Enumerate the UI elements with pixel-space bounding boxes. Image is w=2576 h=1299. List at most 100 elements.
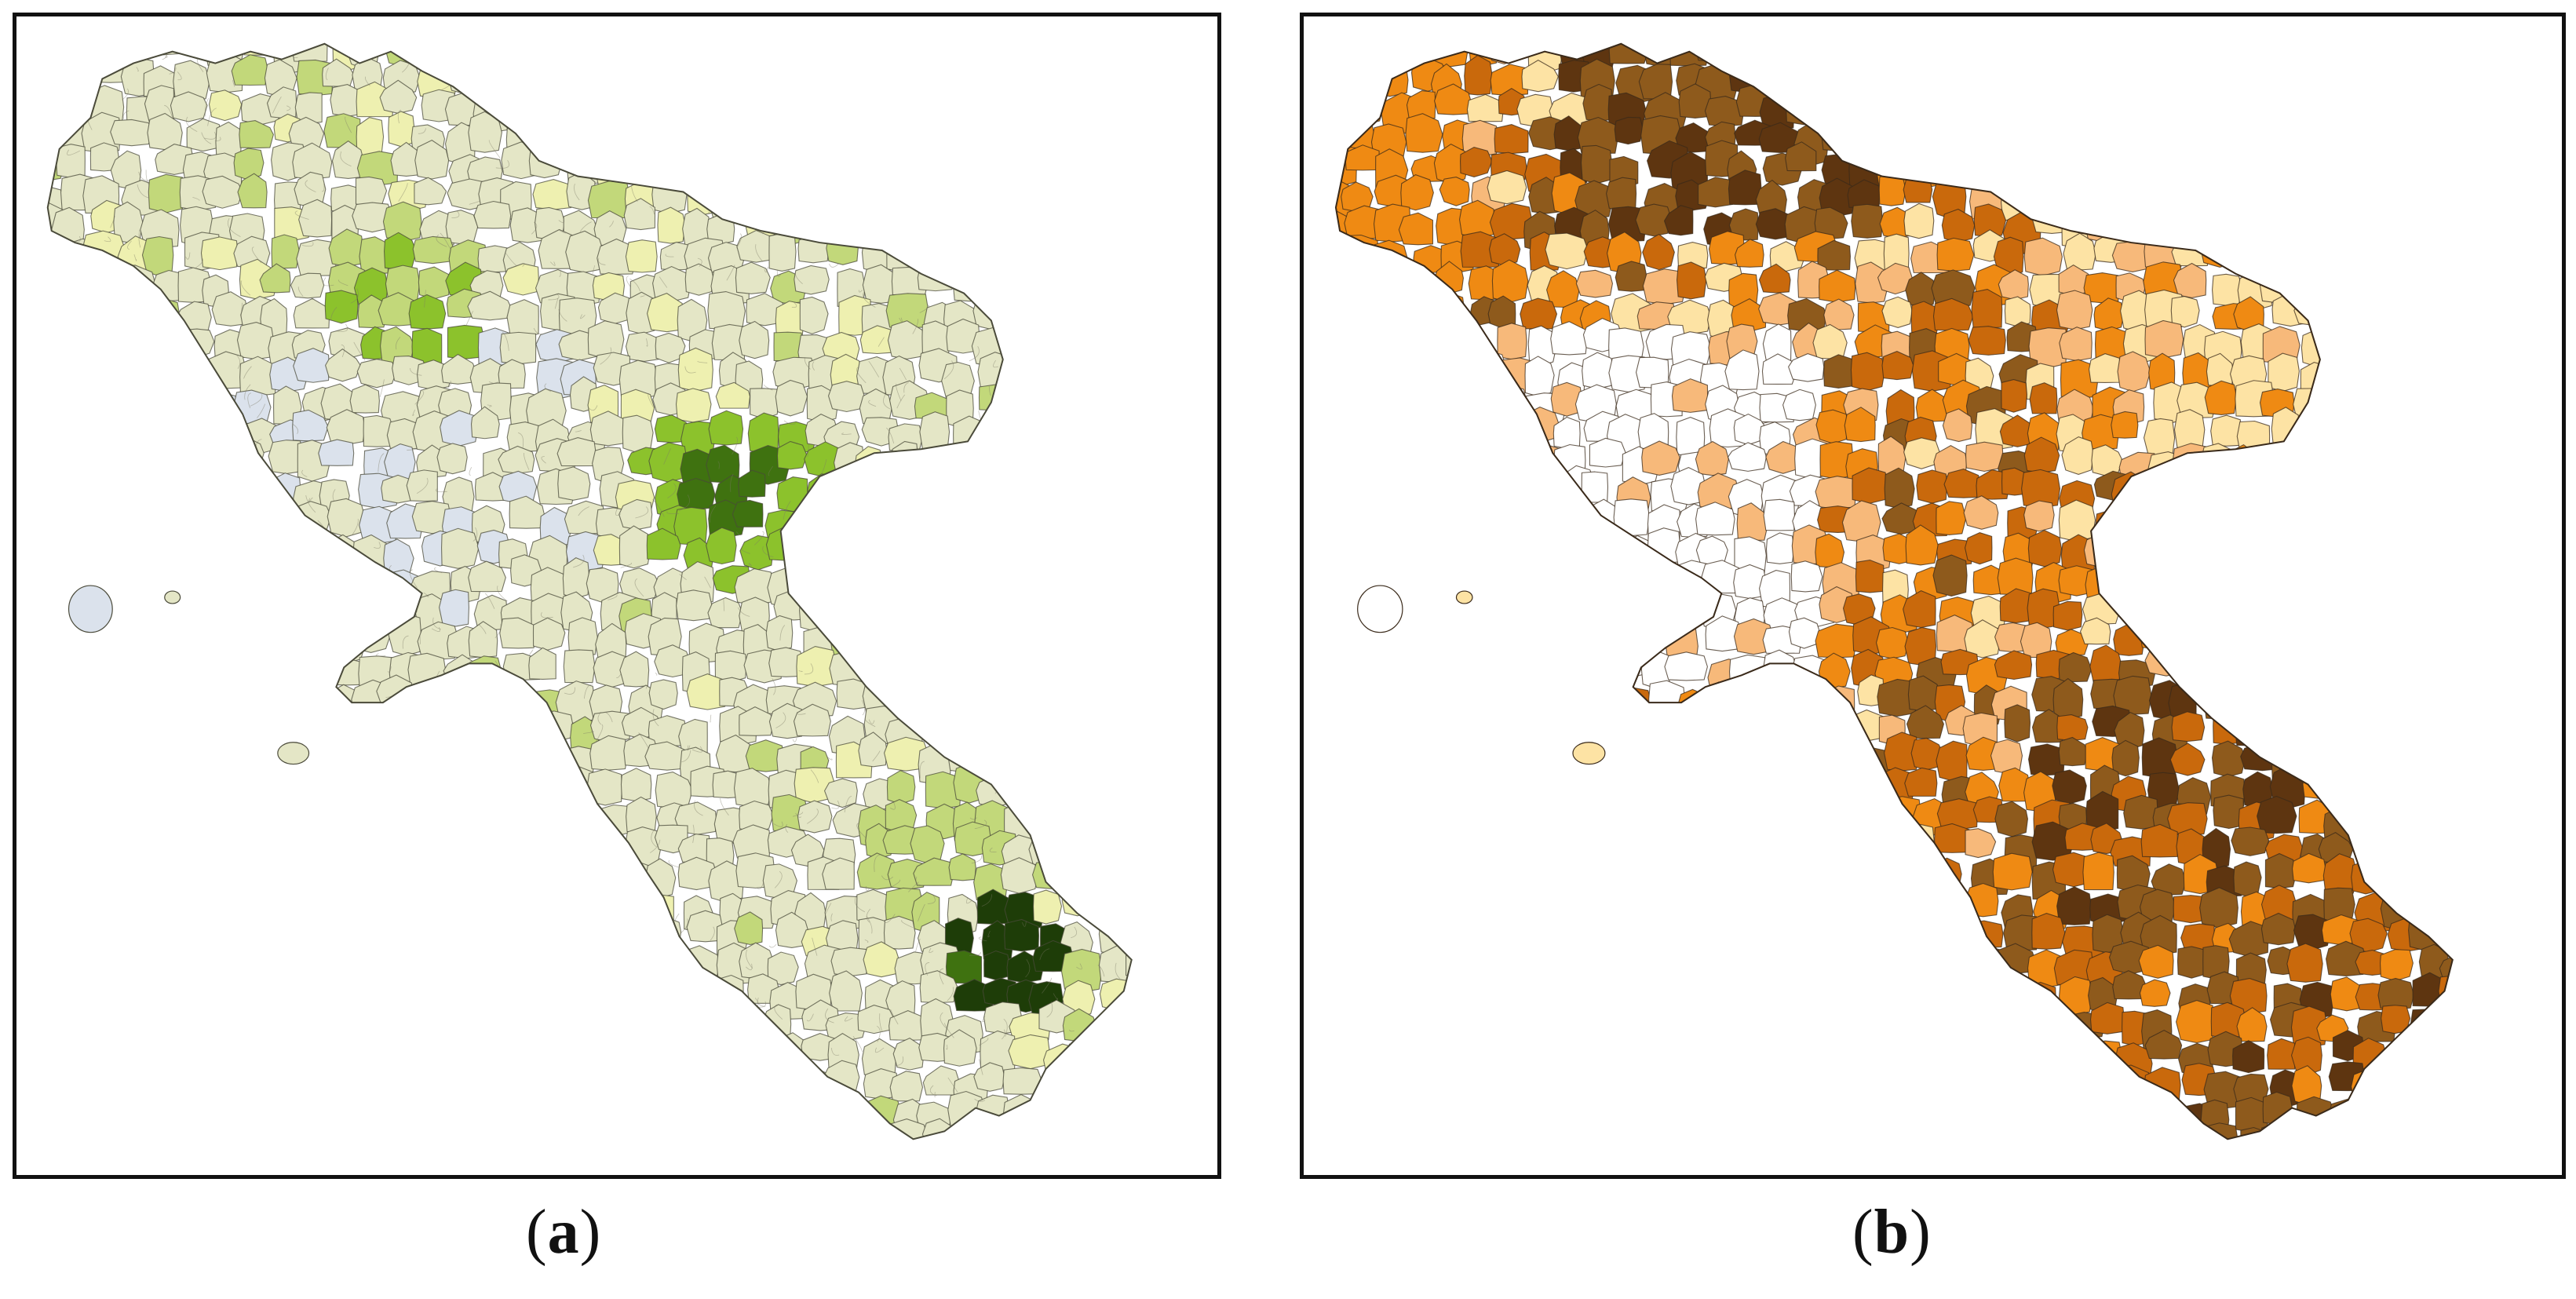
municipality [240,43,277,56]
relief-hatch [335,323,348,332]
municipality [2028,1004,2057,1042]
municipality [2390,332,2420,367]
relief-hatch [65,989,75,991]
municipality [1345,355,1384,391]
relief-hatch [1025,959,1031,978]
municipality [1518,892,1551,930]
municipality [2210,414,2242,447]
municipality [349,384,380,414]
municipality [977,352,1013,389]
municipality [1398,715,1437,751]
municipality [2419,389,2451,421]
municipality [1335,764,1351,802]
municipality [1943,1013,1971,1048]
relief-hatch [1162,394,1165,407]
municipality [2528,447,2562,474]
municipality [858,732,888,768]
relief-hatch [697,257,702,268]
relief-hatch [122,1083,128,1102]
relief-hatch [448,772,462,781]
relief-hatch [184,622,188,640]
relief-hatch [738,607,750,617]
municipality [363,775,400,812]
municipality [1180,1033,1217,1072]
municipality [745,1042,776,1078]
municipality [1151,361,1189,400]
municipality [290,1068,330,1105]
relief-hatch [31,750,33,765]
relief-hatch [1076,963,1082,970]
caption-b-close: ) [1910,1198,1932,1267]
municipality [1676,261,1707,300]
municipality [2476,330,2502,359]
municipality [1789,885,1830,922]
municipality [47,1064,66,1103]
municipality [2508,620,2542,653]
municipality [567,1150,604,1175]
municipality [62,885,103,920]
relief-hatch [278,1137,283,1140]
relief-hatch [519,43,526,49]
municipality [807,498,834,535]
municipality [1560,655,1594,686]
municipality [1492,620,1525,656]
municipality [92,741,130,772]
municipality [1635,203,1673,237]
relief-hatch [608,594,618,600]
relief-hatch [976,266,981,272]
municipality [1013,43,1047,57]
municipality [1522,622,1551,655]
municipality [235,1040,265,1073]
municipality [2054,126,2085,159]
municipality [1936,798,1978,830]
municipality [1031,409,1073,437]
municipality [856,642,896,675]
municipality [239,120,274,149]
municipality [1585,1058,1628,1096]
municipality [2469,473,2507,502]
municipality [951,1159,991,1175]
relief-hatch [359,589,369,596]
municipality [1341,833,1373,872]
municipality [2469,1154,2505,1175]
municipality [1215,1155,1217,1175]
relief-hatch [863,291,876,308]
municipality [2263,82,2294,115]
municipality [1158,769,1194,798]
municipality [2056,290,2093,330]
municipality [450,710,486,743]
municipality [2287,500,2325,542]
municipality [1757,741,1796,777]
relief-hatch [748,563,753,567]
municipality [408,1093,447,1123]
municipality [1739,1151,1775,1175]
relief-hatch [1210,586,1213,598]
municipality [2355,644,2392,682]
municipality [2205,142,2246,185]
relief-hatch [772,678,776,695]
relief-hatch [725,188,730,203]
relief-hatch [156,885,163,895]
municipality [1906,705,1944,739]
relief-hatch [833,219,845,226]
relief-hatch [294,771,297,784]
relief-hatch [915,939,921,953]
relief-hatch [598,257,606,265]
municipality [1823,739,1853,771]
municipality [733,66,772,102]
relief-hatch [754,57,761,65]
municipality [1520,538,1553,576]
relief-hatch [734,1033,744,1052]
municipality [1932,297,1974,331]
municipality [772,88,815,130]
municipality [538,985,579,1016]
relief-hatch [1140,998,1151,1013]
municipality [569,43,608,68]
municipality [739,1071,774,1110]
municipality [2178,624,2210,666]
municipality [1216,976,1217,1013]
municipality [268,1003,299,1033]
relief-hatch [919,761,925,779]
relief-hatch [735,233,743,249]
relief-hatch [192,196,200,201]
